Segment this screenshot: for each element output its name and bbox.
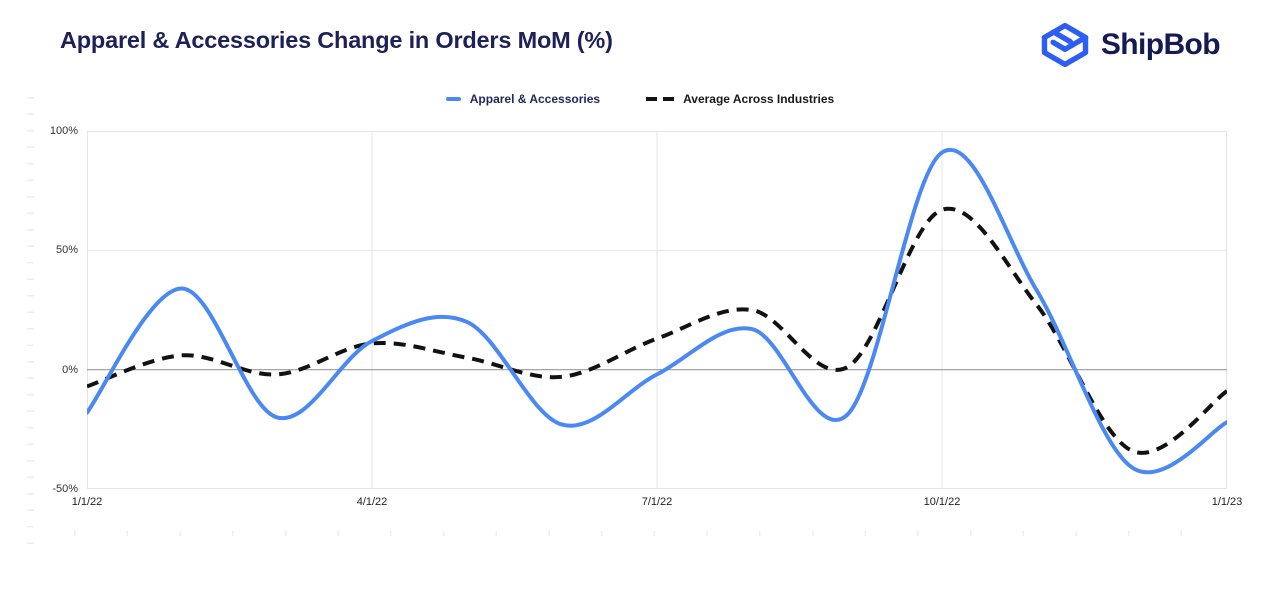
brand-logo: ShipBob bbox=[1039, 18, 1221, 72]
legend-solid-line-icon bbox=[445, 97, 461, 101]
x-axis-label: 10/1/22 bbox=[923, 496, 961, 508]
y-axis-label: 100% bbox=[49, 125, 78, 137]
brand-name: ShipBob bbox=[1100, 28, 1221, 61]
faint-bottom-ruler-ticks bbox=[74, 531, 1230, 536]
legend-dashed-line-icon bbox=[646, 97, 675, 101]
x-axis-label: 1/1/23 bbox=[1211, 496, 1243, 508]
chart-legend: Apparel & Accessories Average Across Ind… bbox=[0, 92, 1280, 106]
legend-item-average: Average Across Industries bbox=[646, 92, 834, 106]
y-axis-label: 50% bbox=[55, 244, 78, 257]
y-axis-label: -50% bbox=[52, 483, 78, 495]
x-axis-label: 4/1/22 bbox=[356, 496, 388, 508]
series-average-across-industries bbox=[87, 206, 1227, 455]
page-title: Apparel & Accessories Change in Orders M… bbox=[60, 27, 613, 53]
legend-label-average: Average Across Industries bbox=[683, 92, 835, 106]
legend-label-apparel: Apparel & Accessories bbox=[469, 92, 601, 106]
y-axis-label: 0% bbox=[62, 363, 78, 376]
x-axis-label: 7/1/22 bbox=[641, 496, 673, 508]
faint-left-ruler-ticks bbox=[27, 97, 34, 553]
line-chart-plot bbox=[87, 131, 1227, 489]
legend-item-apparel: Apparel & Accessories bbox=[445, 92, 601, 106]
series-apparel-accessories bbox=[87, 148, 1227, 475]
shipbob-box-icon bbox=[1041, 22, 1089, 68]
x-axis-label: 1/1/22 bbox=[71, 496, 103, 508]
